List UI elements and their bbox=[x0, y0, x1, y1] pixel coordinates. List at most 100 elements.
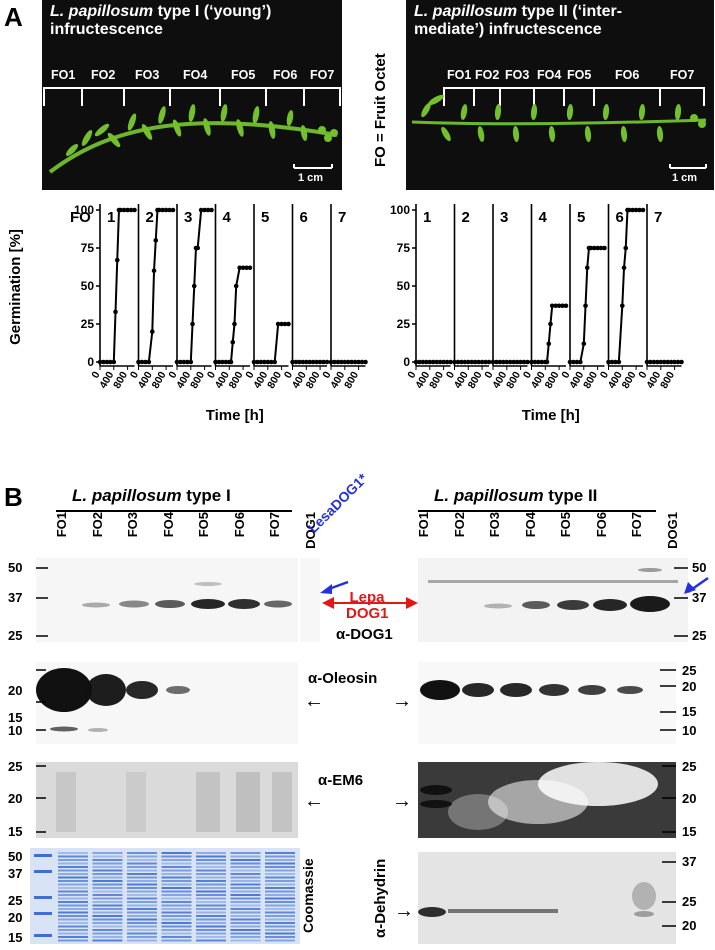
type1-germination-data-point bbox=[143, 359, 148, 365]
gel-band bbox=[265, 911, 295, 914]
type2-germination-data-point bbox=[620, 303, 625, 309]
gel-band bbox=[92, 866, 123, 868]
lane-labels-left: FO1 FO2 FO3 FO4 FO5 FO6 FO7 DOG1 bbox=[30, 510, 330, 562]
gel-band bbox=[196, 925, 226, 928]
gel-band bbox=[265, 852, 295, 854]
gel-band bbox=[127, 852, 157, 854]
ladder-band bbox=[34, 854, 52, 857]
type2-germination-data-point bbox=[581, 341, 587, 347]
gel-band bbox=[58, 890, 88, 893]
type2-infructescence-plant bbox=[411, 94, 707, 169]
type2-germination-data-point bbox=[476, 359, 481, 365]
octet-label: FO1 bbox=[51, 68, 76, 82]
type1-germination-data-point bbox=[317, 359, 323, 365]
gel-band bbox=[230, 904, 261, 907]
mw-coomassie-37: 37 bbox=[8, 866, 23, 881]
type2-germination-data-point bbox=[661, 359, 667, 365]
type2-germination-data-point bbox=[621, 265, 627, 271]
type1-germination-data-point bbox=[198, 207, 204, 213]
type2-germination-data-point bbox=[602, 245, 607, 251]
type1-germination-data-point bbox=[297, 359, 302, 365]
type1-germination-data-point bbox=[342, 359, 348, 365]
type2-germination-data-point bbox=[518, 359, 523, 365]
type1-germination-data-point bbox=[151, 268, 157, 274]
gel-band bbox=[196, 869, 226, 872]
gel-band bbox=[196, 866, 226, 868]
type2-germination-x-tick-label: 800 bbox=[543, 369, 562, 390]
gel-band bbox=[92, 873, 123, 875]
type1-germination-data-point bbox=[113, 309, 118, 315]
type1-germination-panel-label: 4 bbox=[223, 209, 232, 226]
type1-germination-data-point bbox=[282, 321, 288, 327]
gel-band bbox=[196, 936, 226, 938]
gel-band bbox=[265, 915, 295, 917]
gel-band bbox=[58, 904, 88, 907]
gel-band bbox=[265, 908, 295, 910]
type1-germination-data-point bbox=[195, 245, 200, 251]
type2-germination-data-point bbox=[472, 359, 478, 365]
type2-germination-data-point bbox=[588, 245, 593, 251]
gel-band bbox=[92, 925, 123, 928]
gel-band bbox=[196, 915, 226, 917]
panel-a-label: A bbox=[4, 2, 23, 32]
gel-band bbox=[161, 855, 192, 858]
mw-oleosin-left-10: 10 bbox=[8, 723, 23, 738]
gel-band bbox=[161, 932, 192, 935]
gel-band bbox=[161, 918, 192, 921]
type1-germination-series-line bbox=[215, 266, 250, 363]
type2-germination-data-point bbox=[574, 359, 580, 365]
gel-band bbox=[196, 918, 226, 921]
gel-band bbox=[196, 929, 226, 931]
gel-band bbox=[92, 876, 123, 879]
lane-label: FO4 bbox=[522, 512, 538, 538]
gel-band bbox=[196, 862, 226, 865]
gel-band bbox=[58, 915, 88, 917]
type1-germination-x-tick-label: 800 bbox=[150, 369, 169, 390]
gel-band bbox=[127, 918, 157, 921]
type1-germination-data-point bbox=[265, 359, 271, 365]
type2-germination-data-point bbox=[539, 359, 545, 365]
gel-band bbox=[58, 901, 88, 903]
type2-germination-data-point bbox=[613, 359, 618, 365]
type1-germination-panel-label: 1 bbox=[107, 209, 115, 226]
gel-band bbox=[127, 904, 157, 907]
type1-germination-y-tick-label: 0 bbox=[87, 355, 94, 369]
type2-scalebar-label: 1 cm bbox=[672, 172, 698, 184]
type1-germination-x-tick-label: 800 bbox=[227, 369, 246, 390]
gel-band bbox=[127, 880, 157, 882]
gel-band bbox=[92, 880, 123, 882]
lepadog1-label: Lepa DOG1 bbox=[346, 589, 389, 622]
type2-germination-data-point bbox=[560, 303, 565, 309]
gel-band bbox=[58, 855, 88, 858]
type1-germination-data-point bbox=[163, 207, 169, 213]
type1-germination-data-point bbox=[359, 359, 365, 365]
gel-band bbox=[58, 929, 88, 931]
type1-germination-data-point bbox=[324, 359, 330, 365]
type1-germination-panel-label: 5 bbox=[261, 209, 269, 226]
gel-band bbox=[196, 887, 226, 889]
mw-dehydrin-20: 20 bbox=[682, 918, 697, 933]
type1-germination-data-point bbox=[188, 359, 194, 365]
gel-band bbox=[127, 901, 157, 903]
type1-germination-data-point bbox=[174, 359, 180, 365]
gel-band bbox=[265, 887, 295, 889]
type2-germination-data-point bbox=[504, 359, 510, 365]
lane-label: FO7 bbox=[267, 512, 282, 538]
gel-band bbox=[230, 855, 261, 858]
lane-label: FO1 bbox=[416, 512, 431, 538]
gel-band bbox=[196, 904, 226, 907]
type2-germination-data-point bbox=[648, 359, 653, 365]
type1-germination-data-point bbox=[286, 321, 291, 327]
gel-band bbox=[230, 929, 261, 931]
type1-germination-data-point bbox=[118, 207, 123, 213]
gel-band bbox=[230, 939, 261, 942]
gel-band bbox=[161, 939, 192, 942]
gel-band bbox=[265, 901, 295, 903]
type2-germination-data-point bbox=[658, 359, 664, 365]
type1-germination-data-point bbox=[349, 359, 355, 365]
type1-germination-data-point bbox=[272, 359, 278, 365]
type2-germination-data-point bbox=[583, 303, 588, 309]
gel-band bbox=[127, 911, 157, 914]
octet-label: FO7 bbox=[310, 68, 335, 82]
gel-band bbox=[230, 866, 261, 868]
